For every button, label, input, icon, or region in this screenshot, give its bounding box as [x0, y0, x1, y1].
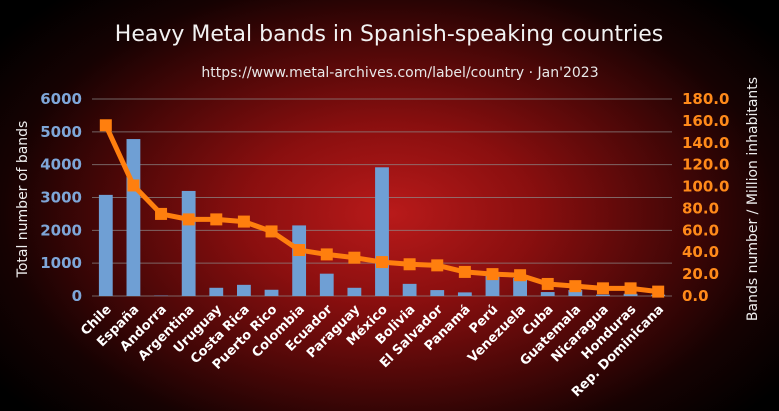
bar [623, 293, 638, 296]
bar [126, 139, 141, 296]
y-axis-title: Total number of bands [15, 121, 31, 279]
y2-tick-label: 120.0 [682, 156, 729, 174]
y2-tick-label: 100.0 [682, 178, 729, 196]
line-marker [320, 248, 333, 261]
y2-tick-label: 60.0 [682, 221, 719, 239]
line-marker [514, 269, 527, 282]
line-marker [541, 277, 554, 290]
line-marker [155, 207, 168, 220]
line-marker [348, 251, 361, 264]
bar [98, 194, 113, 296]
line-marker [403, 258, 416, 271]
line-marker [237, 215, 250, 228]
y-tick-label: 0 [72, 287, 82, 305]
line-marker [624, 282, 637, 295]
bar [402, 283, 417, 296]
y-tick-label: 1000 [40, 254, 82, 272]
bar [540, 292, 555, 296]
line-marker [376, 256, 388, 269]
y2-tick-label: 140.0 [682, 134, 729, 152]
y2-tick-label: 160.0 [682, 112, 729, 130]
bar [209, 287, 224, 296]
line-marker [569, 280, 582, 293]
line-marker [293, 244, 306, 257]
bar [513, 277, 527, 296]
bar [181, 190, 196, 296]
bar [347, 287, 362, 296]
y-tick-label: 6000 [40, 90, 82, 108]
line-marker [182, 213, 195, 226]
bar [596, 294, 610, 296]
bar [568, 290, 583, 296]
bar [457, 292, 472, 296]
left-axis-ticks: 0 1000 2000 3000 4000 5000 6000 [40, 90, 82, 305]
right-axis-ticks: 0.0 20.0 40.0 60.0 80.0 100.0 120.0 140.0 160.0 1… [682, 90, 729, 305]
y2-tick-label: 40.0 [682, 243, 719, 261]
y-tick-label: 5000 [40, 123, 82, 141]
y-tick-label: 3000 [40, 189, 82, 207]
line-marker [127, 179, 140, 192]
line-marker [596, 282, 609, 295]
y-tick-label: 4000 [40, 156, 82, 174]
line-marker [458, 265, 471, 278]
bar [430, 290, 445, 296]
line-series [99, 119, 665, 298]
bar [292, 225, 307, 296]
y2-axis-title: Bands number / Million inhabitants [745, 77, 761, 321]
bar [264, 289, 279, 296]
category-labels: ChileEspañaAndorraArgentinaUruguayCosta … [78, 302, 667, 400]
bar [237, 284, 251, 296]
bar [319, 273, 334, 296]
y-tick-label: 2000 [40, 221, 82, 239]
y2-tick-label: 0.0 [682, 287, 709, 305]
line-marker [265, 225, 278, 238]
line-marker [652, 285, 665, 298]
line-marker [99, 119, 112, 132]
bar [375, 167, 389, 296]
line-marker [431, 259, 444, 272]
line-marker [210, 213, 223, 226]
chart-title: Heavy Metal bands in Spanish-speaking co… [115, 22, 663, 47]
y2-tick-label: 80.0 [682, 199, 719, 217]
y2-tick-label: 180.0 [682, 90, 729, 108]
y2-tick-label: 20.0 [682, 265, 719, 283]
line-marker [486, 268, 499, 281]
chart-subtitle: https://www.metal-archives.com/label/cou… [201, 65, 598, 81]
